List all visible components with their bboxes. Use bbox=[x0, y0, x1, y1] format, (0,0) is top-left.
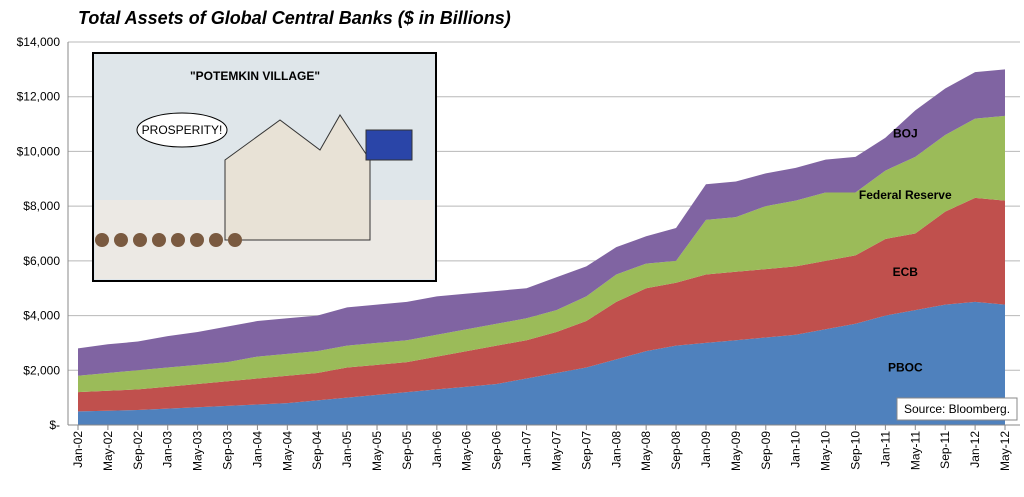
x-tick-label: May-02 bbox=[101, 431, 115, 471]
area bbox=[78, 197, 1005, 412]
series-label: Federal Reserve bbox=[859, 188, 952, 202]
x-tick-label: Jan-02 bbox=[71, 431, 85, 468]
x-tick-label: Jan-05 bbox=[340, 431, 354, 468]
y-tick-label: $- bbox=[49, 418, 60, 432]
source-box bbox=[896, 397, 1018, 421]
inset-figure bbox=[209, 233, 223, 247]
x-tick-label: Jan-09 bbox=[699, 431, 713, 468]
inset-caption: "POTEMKIN VILLAGE" bbox=[190, 69, 320, 83]
x-tick-label: May-08 bbox=[639, 431, 653, 471]
y-tick-label: $2,000 bbox=[23, 363, 60, 377]
x-tick-label: May-10 bbox=[819, 431, 833, 471]
area bbox=[78, 115, 1005, 393]
x-tick-label: Jan-04 bbox=[250, 431, 264, 468]
x-tick-label: Jan-10 bbox=[789, 431, 803, 468]
y-tick-label: $6,000 bbox=[23, 254, 60, 268]
inset-figure bbox=[95, 233, 109, 247]
inset-building bbox=[224, 114, 371, 241]
inset-figure bbox=[133, 233, 147, 247]
x-tick-label: Sep-10 bbox=[848, 431, 862, 470]
inset-figure bbox=[152, 233, 166, 247]
x-tick-label: Jan-11 bbox=[878, 431, 892, 467]
x-tick-label: Jan-08 bbox=[609, 431, 623, 468]
x-tick-label: Sep-09 bbox=[759, 431, 773, 470]
y-tick-label: $8,000 bbox=[23, 199, 60, 213]
x-tick-label: May-03 bbox=[191, 431, 205, 471]
x-tick-label: Sep-03 bbox=[221, 431, 235, 470]
x-tick-label: Sep-05 bbox=[400, 431, 414, 470]
inset-speech: PROSPERITY! bbox=[142, 123, 223, 137]
x-tick-label: Sep-11 bbox=[938, 431, 952, 469]
inset-figure bbox=[190, 233, 204, 247]
x-tick-label: May-07 bbox=[549, 431, 563, 471]
inset-figure bbox=[228, 233, 242, 247]
area bbox=[78, 301, 1005, 425]
x-tick-label: Jan-12 bbox=[968, 431, 982, 468]
x-tick-label: Sep-02 bbox=[131, 431, 145, 470]
x-tick-label: Jan-07 bbox=[520, 431, 534, 468]
y-tick-label: $4,000 bbox=[23, 309, 60, 323]
x-tick-label: Sep-08 bbox=[669, 431, 683, 470]
y-tick-label: $14,000 bbox=[17, 35, 61, 49]
x-tick-label: May-06 bbox=[460, 431, 474, 471]
x-tick-label: Jan-06 bbox=[430, 431, 444, 468]
series-label: ECB bbox=[893, 265, 919, 279]
area bbox=[78, 69, 1005, 376]
inset-bubble bbox=[136, 112, 228, 148]
x-tick-label: Sep-04 bbox=[310, 431, 324, 470]
y-tick-label: $10,000 bbox=[17, 144, 61, 158]
inset-figure bbox=[114, 233, 128, 247]
x-tick-label: Sep-07 bbox=[579, 431, 593, 470]
x-tick-label: May-05 bbox=[370, 431, 384, 471]
x-tick-label: May-11 bbox=[908, 431, 922, 470]
y-tick-label: $12,000 bbox=[17, 90, 61, 104]
chart-title: Total Assets of Global Central Banks ($ … bbox=[78, 8, 511, 28]
source: Source: Bloomberg. bbox=[904, 402, 1010, 416]
x-tick-label: May-09 bbox=[729, 431, 743, 471]
inset-figure bbox=[171, 233, 185, 247]
x-tick-label: May-04 bbox=[280, 431, 294, 471]
series-label: PBOC bbox=[888, 361, 923, 375]
x-tick-label: Jan-03 bbox=[161, 431, 175, 468]
inset-flag bbox=[365, 129, 413, 161]
series-label: BOJ bbox=[893, 127, 918, 141]
inset: PROSPERITY! "POTEMKIN VILLAGE" bbox=[92, 52, 437, 282]
x-tick-label: May-12 bbox=[998, 431, 1012, 471]
x-tick-label: Sep-06 bbox=[490, 431, 504, 470]
